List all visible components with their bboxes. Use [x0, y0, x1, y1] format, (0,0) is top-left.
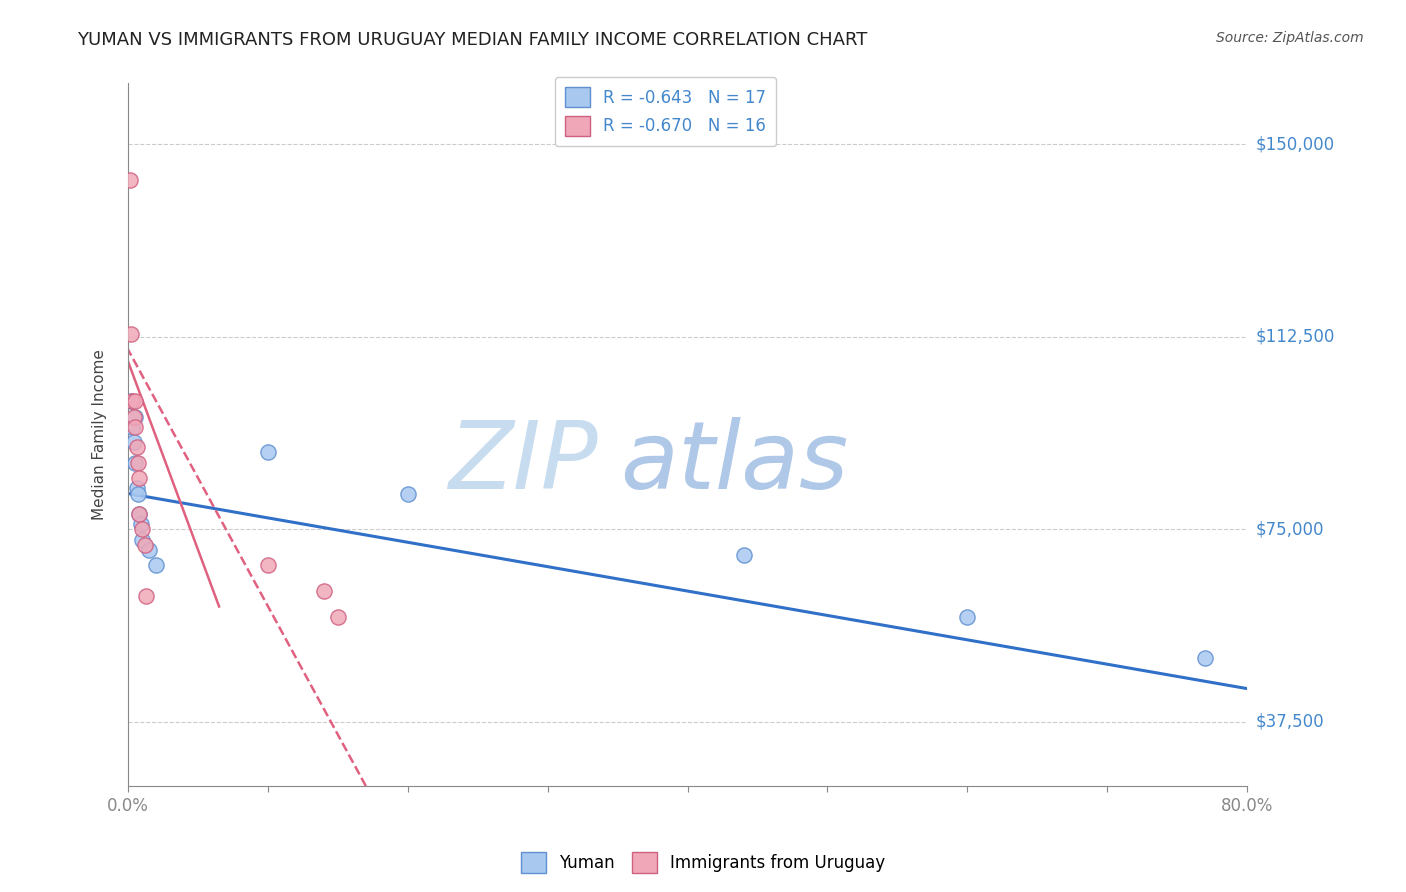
Text: atlas: atlas	[620, 417, 849, 508]
Point	[145, 558, 167, 573]
Text: YUMAN VS IMMIGRANTS FROM URUGUAY MEDIAN FAMILY INCOME CORRELATION CHART: YUMAN VS IMMIGRANTS FROM URUGUAY MEDIAN …	[77, 31, 868, 49]
Point	[125, 440, 148, 454]
Legend: R = -0.643   N = 17, R = -0.670   N = 16: R = -0.643 N = 17, R = -0.670 N = 16	[554, 77, 776, 146]
Point	[396, 486, 419, 500]
Point	[127, 456, 149, 470]
Point	[138, 543, 160, 558]
Text: $37,500: $37,500	[1256, 713, 1324, 731]
Point	[326, 609, 349, 624]
Point	[124, 456, 146, 470]
Point	[120, 394, 142, 409]
Point	[124, 394, 146, 409]
Legend: Yuman, Immigrants from Uruguay: Yuman, Immigrants from Uruguay	[515, 846, 891, 880]
Point	[128, 507, 150, 521]
Point	[120, 327, 142, 342]
Point	[733, 548, 755, 562]
Point	[127, 486, 149, 500]
Point	[131, 523, 153, 537]
Text: $112,500: $112,500	[1256, 328, 1334, 346]
Point	[124, 419, 146, 434]
Point	[124, 409, 146, 424]
Point	[1194, 650, 1216, 665]
Point	[135, 589, 157, 603]
Point	[312, 584, 335, 599]
Point	[122, 435, 145, 450]
Point	[134, 538, 156, 552]
Point	[128, 507, 150, 521]
Text: ZIP: ZIP	[449, 417, 598, 508]
Point	[118, 173, 141, 187]
Text: $150,000: $150,000	[1256, 136, 1334, 153]
Point	[128, 471, 150, 485]
Y-axis label: Median Family Income: Median Family Income	[93, 349, 107, 520]
Point	[131, 533, 153, 547]
Text: $75,000: $75,000	[1256, 520, 1324, 539]
Point	[121, 419, 143, 434]
Point	[121, 394, 143, 409]
Point	[257, 445, 280, 459]
Point	[129, 517, 152, 532]
Text: Source: ZipAtlas.com: Source: ZipAtlas.com	[1216, 31, 1364, 45]
Point	[956, 609, 979, 624]
Point	[125, 482, 148, 496]
Point	[122, 409, 145, 424]
Point	[257, 558, 280, 573]
